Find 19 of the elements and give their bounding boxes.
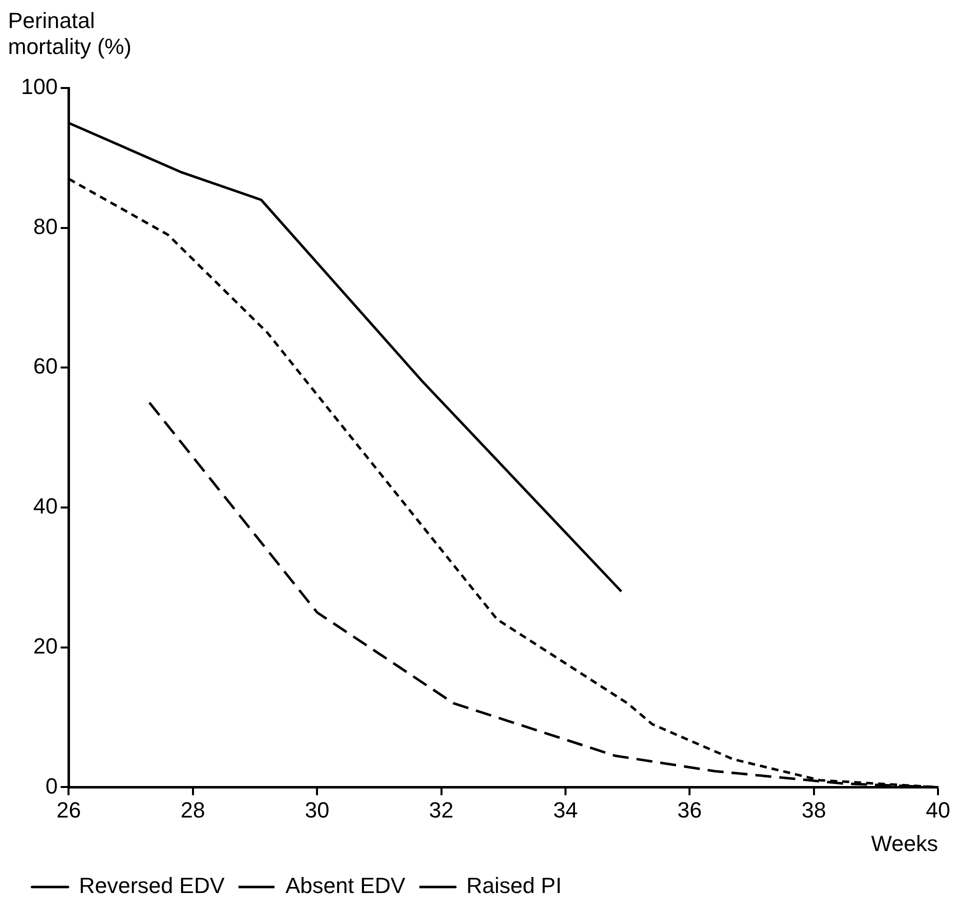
y-tick-label: 100 xyxy=(20,74,58,100)
x-tick-label: 30 xyxy=(304,797,330,822)
x-axis-title: Weeks xyxy=(871,830,938,856)
x-tick-label: 38 xyxy=(802,797,826,822)
y-axis-title: Perinatal mortality (%) xyxy=(8,8,132,60)
x-tick-label: 34 xyxy=(553,797,578,822)
legend-label: Raised PI xyxy=(466,873,562,898)
x-tick-label: 36 xyxy=(677,797,702,822)
y-tick-label: 20 xyxy=(33,633,58,658)
legend-label: Reversed EDV xyxy=(79,873,225,898)
x-tick-label: 32 xyxy=(429,797,454,822)
y-tick-label: 40 xyxy=(33,494,58,519)
legend-label: Absent EDV xyxy=(286,873,406,898)
x-tick-label: 40 xyxy=(926,797,950,822)
x-tick-label: 28 xyxy=(180,797,206,822)
y-tick-label: 60 xyxy=(33,354,58,379)
x-tick-label: 26 xyxy=(56,797,81,822)
y-tick-label: 80 xyxy=(33,214,58,239)
y-tick-label: 0 xyxy=(45,773,58,798)
